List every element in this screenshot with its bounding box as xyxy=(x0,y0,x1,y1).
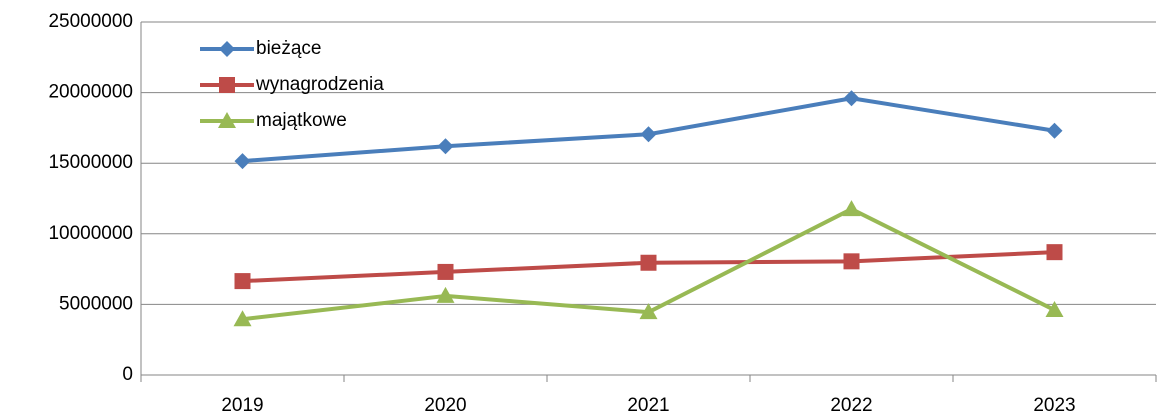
data-point xyxy=(234,273,251,290)
x-tick-label: 2020 xyxy=(424,395,466,416)
data-point xyxy=(843,253,860,270)
y-tick-label: 15000000 xyxy=(48,152,133,173)
x-tick-label: 2021 xyxy=(627,395,669,416)
x-tick-label: 2023 xyxy=(1033,395,1075,416)
legend-label: wynagrodzenia xyxy=(255,74,384,95)
y-tick-label: 25000000 xyxy=(48,11,133,32)
x-tick-label: 2022 xyxy=(830,395,872,416)
data-point xyxy=(1046,244,1063,261)
data-point xyxy=(437,138,454,155)
legend-marker xyxy=(218,112,236,128)
data-point xyxy=(639,303,658,320)
y-tick-label: 0 xyxy=(122,364,133,385)
data-point xyxy=(1045,301,1064,318)
legend-label: bieżące xyxy=(256,38,322,59)
data-point xyxy=(640,254,657,271)
data-point xyxy=(233,310,252,327)
y-tick-label: 20000000 xyxy=(48,82,133,103)
legend-marker xyxy=(219,77,235,93)
data-point xyxy=(640,126,657,143)
y-tick-label: 5000000 xyxy=(59,293,133,314)
legend-label: majątkowe xyxy=(256,110,347,131)
data-point xyxy=(843,90,860,107)
y-tick-label: 10000000 xyxy=(48,223,133,244)
legend-marker xyxy=(219,41,235,57)
data-point xyxy=(234,153,251,170)
data-point xyxy=(436,286,455,303)
x-tick-label: 2019 xyxy=(221,395,263,416)
data-point xyxy=(1046,122,1063,139)
data-point xyxy=(842,200,861,217)
data-point xyxy=(437,263,454,280)
